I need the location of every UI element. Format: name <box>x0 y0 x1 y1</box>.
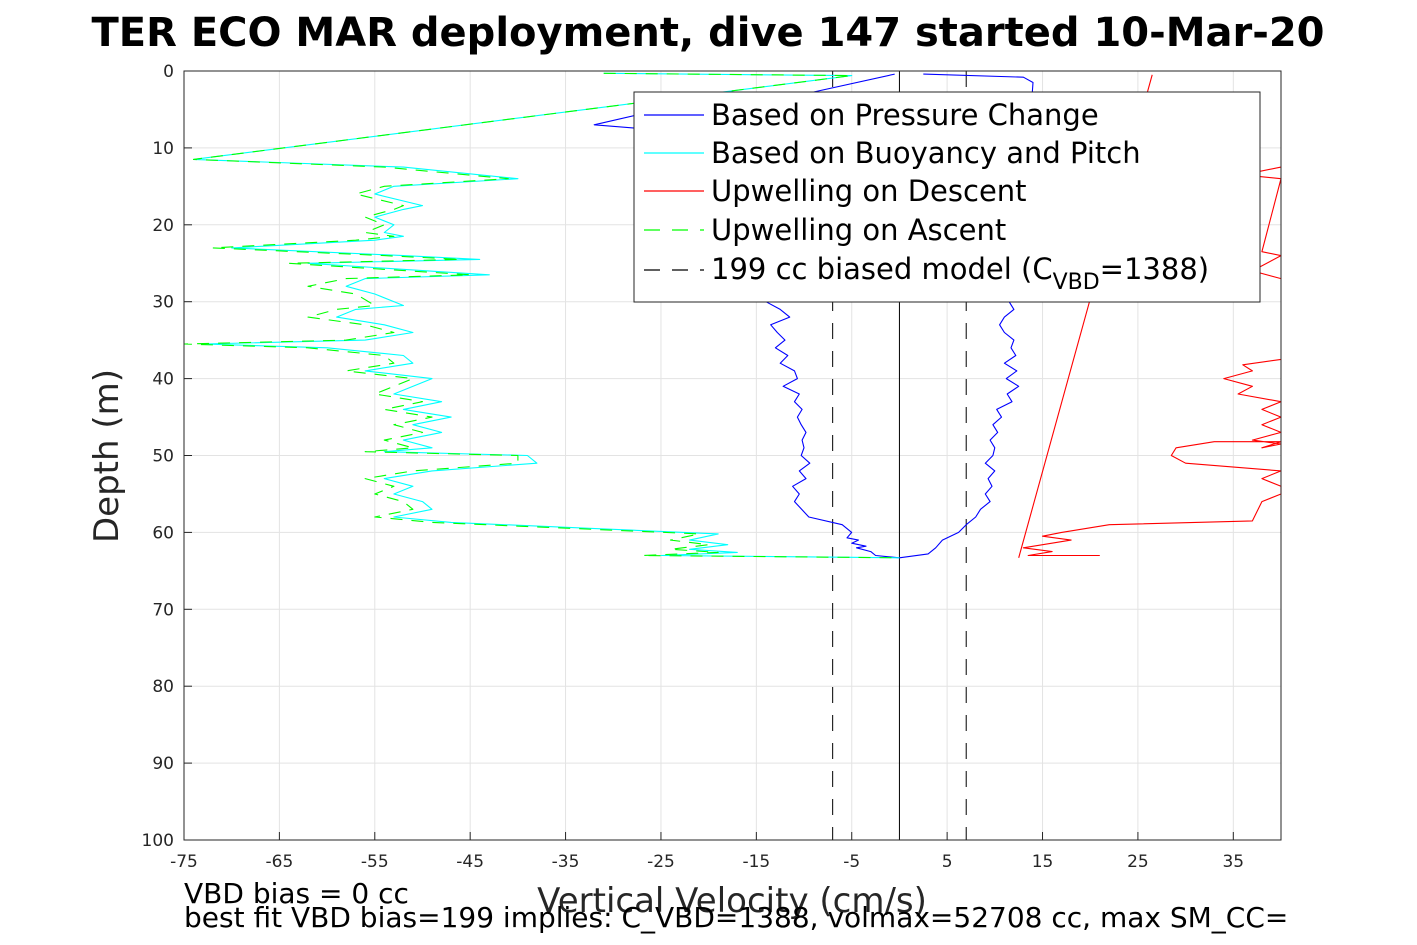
y-tick-labels: 0 10 20 30 40 50 60 70 80 90 100 <box>142 62 174 851</box>
y-tick-label: 40 <box>152 370 174 390</box>
y-tick-label: 50 <box>152 447 174 467</box>
y-tick-label: 70 <box>152 600 174 620</box>
legend-model-text: 199 cc biased model (C <box>711 252 1053 286</box>
y-tick-label: 90 <box>152 754 174 774</box>
y-tick-label: 20 <box>152 216 174 236</box>
x-tick-label: 15 <box>1032 852 1054 872</box>
legend-box <box>633 91 1261 303</box>
y-tick-label: 60 <box>152 523 174 543</box>
legend-label-pressure: Based on Pressure Change <box>711 98 1099 132</box>
chart-title: TER ECO MAR deployment, dive 147 started… <box>91 10 1324 56</box>
series-buoyancy <box>192 72 900 559</box>
plot-frame <box>183 70 1282 841</box>
x-tick-label: -25 <box>647 852 675 872</box>
x-tick-label: -5 <box>843 852 860 872</box>
series-descent_lower <box>1022 358 1282 557</box>
footnote-vbd-bias: VBD bias = 0 cc <box>184 877 409 910</box>
x-tick-label: 25 <box>1127 852 1149 872</box>
x-tick-label: -65 <box>266 852 294 872</box>
y-tick-label: 30 <box>152 293 174 313</box>
y-tick-label: 10 <box>152 139 174 159</box>
y-tick-label: 0 <box>163 62 174 82</box>
legend-model-suffix: =1388) <box>1100 252 1209 286</box>
x-tick-label: -45 <box>456 852 484 872</box>
x-tick-label: -35 <box>552 852 580 872</box>
footnote-best-fit: best fit VBD bias=199 implies: C_VBD=138… <box>184 901 1288 934</box>
legend-label-model: 199 cc biased model (CVBD=1388) <box>711 252 1209 295</box>
y-tick-label: 80 <box>152 677 174 697</box>
legend-label-descent: Upwelling on Descent <box>711 174 1027 208</box>
legend-label-ascent: Upwelling on Ascent <box>711 213 1006 247</box>
x-tick-label: -15 <box>742 852 770 872</box>
x-tick-label: -75 <box>170 852 198 872</box>
legend: Based on Pressure Change Based on Buoyan… <box>633 91 1261 303</box>
y-tick-label: 100 <box>142 831 174 851</box>
x-tick-label: 35 <box>1222 852 1244 872</box>
x-axis-label: Vertical Velocity (cm/s) <box>537 881 927 921</box>
x-tick-labels: -75 -65 -55 -45 -35 -25 -15 -5 5 15 25 35 <box>170 852 1244 872</box>
x-tick-label: 5 <box>942 852 953 872</box>
legend-label-buoyancy: Based on Buoyancy and Pitch <box>711 136 1141 170</box>
y-axis-label: Depth (m) <box>87 369 127 543</box>
legend-model-subscript: VBD <box>1053 270 1100 295</box>
x-tick-label: -55 <box>361 852 389 872</box>
